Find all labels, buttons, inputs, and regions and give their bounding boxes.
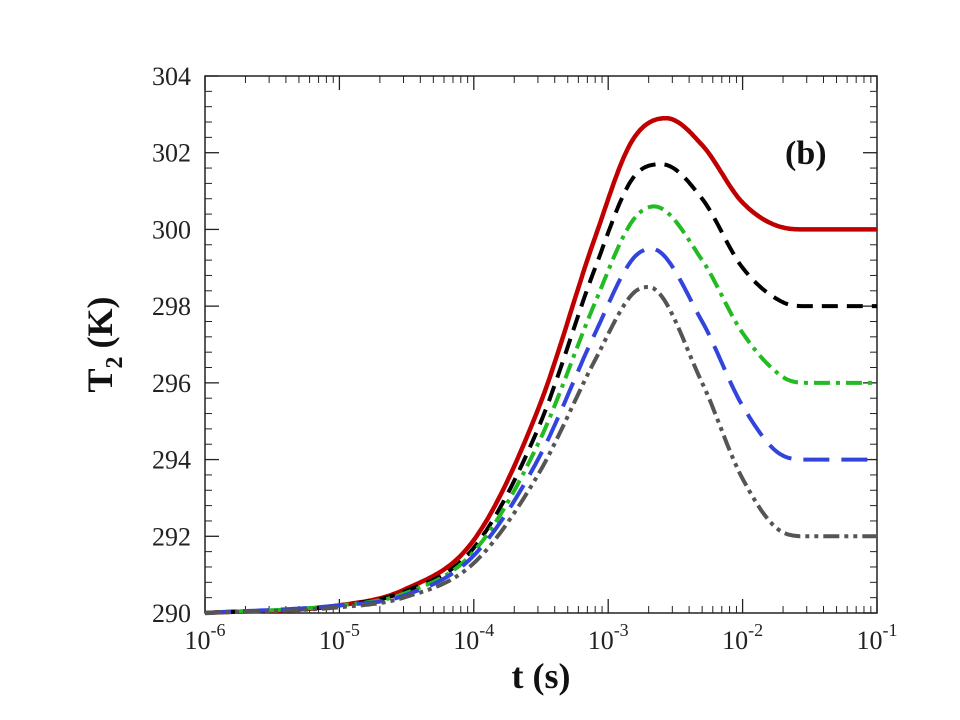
y-tick-label: 300	[152, 215, 191, 244]
panel-label: (b)	[785, 135, 827, 172]
plot-area	[204, 75, 878, 614]
y-tick-label: 304	[152, 62, 191, 91]
major-ticks	[204, 75, 878, 614]
series-line-4	[204, 246, 877, 615]
y-axis-title-main: T	[80, 368, 120, 392]
y-axis-title-subscript: 2	[102, 356, 128, 368]
minor-ticks	[205, 76, 877, 613]
y-tick-label: 298	[152, 292, 191, 321]
x-tick-label: 10-2	[722, 620, 763, 655]
plot-frame	[204, 75, 878, 614]
y-tick-label: 294	[152, 446, 191, 475]
y-tick-labels: 290 292 294 296 298 300 302 304	[152, 62, 191, 628]
x-axis-title: t (s)	[512, 656, 571, 696]
series-line-3	[204, 204, 877, 615]
y-tick-label: 302	[152, 139, 191, 168]
series-line-1	[204, 115, 877, 616]
y-tick-label: 292	[152, 522, 191, 551]
x-tick-label: 10-6	[185, 620, 226, 655]
series-line-5	[204, 285, 877, 615]
y-axis-title: T2 (K)	[80, 297, 128, 393]
x-tick-label: 10-1	[857, 620, 898, 655]
x-tick-label: 10-5	[319, 620, 360, 655]
series-layer	[204, 115, 877, 616]
y-tick-label: 290	[152, 599, 191, 628]
series-line-2	[204, 162, 877, 615]
x-tick-label: 10-4	[453, 620, 494, 655]
x-tick-label: 10-3	[588, 620, 629, 655]
y-tick-label: 296	[152, 369, 191, 398]
y-axis-title-unit: (K)	[80, 297, 120, 349]
x-tick-labels: 10-6 10-5 10-4 10-3 10-2 10-1	[185, 620, 898, 655]
